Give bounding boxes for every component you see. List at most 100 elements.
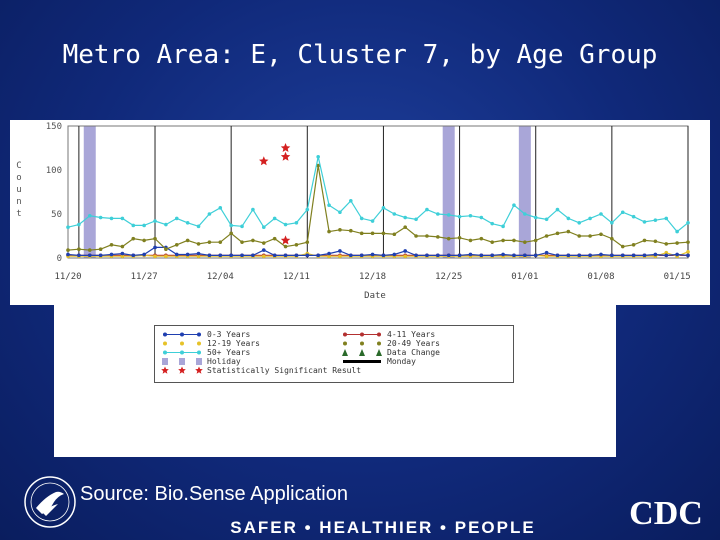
series-point (131, 236, 136, 241)
series-point (338, 210, 342, 215)
series-point (87, 213, 92, 218)
series-point (610, 253, 614, 258)
series-point (131, 223, 136, 228)
series-point (87, 248, 92, 252)
series-point (240, 224, 244, 229)
legend-item: 12-19 Years (161, 339, 331, 348)
legend-marker (197, 332, 201, 337)
series-point (468, 252, 473, 257)
legend-marker (163, 350, 167, 355)
legend-triangle (342, 349, 348, 356)
series-point (294, 221, 299, 225)
legend-item: Holiday (161, 357, 331, 366)
series-point (316, 253, 320, 258)
series-point (675, 241, 679, 245)
legend-triangle (359, 349, 365, 356)
x-tick-label: 01/01 (511, 272, 538, 282)
cdc-logo-text: CDC (629, 495, 703, 532)
significant-result-star (280, 151, 291, 161)
legend-swatch (161, 366, 203, 374)
series-point (349, 199, 353, 203)
series-point (218, 240, 223, 244)
series-point (403, 249, 407, 253)
series-point (642, 220, 647, 224)
series-point (185, 238, 190, 243)
series-point (566, 216, 571, 221)
legend-item: 50+ Years (161, 348, 331, 357)
series-point (109, 252, 114, 257)
significant-result-star (280, 143, 291, 152)
series-point (327, 254, 331, 259)
series-point (283, 253, 288, 258)
series-line (67, 246, 689, 257)
series-point (610, 236, 614, 241)
series-point (261, 225, 266, 229)
series-point (240, 240, 244, 244)
series-point (577, 234, 582, 238)
series-point (436, 235, 440, 239)
legend-marker (343, 332, 347, 337)
series-point (653, 239, 658, 244)
series-point (479, 253, 484, 258)
series-point (109, 216, 114, 221)
series-point (272, 216, 277, 221)
legend-swatch (162, 358, 202, 365)
series-point (164, 254, 168, 259)
legend-swatch (343, 341, 381, 346)
series-point (305, 240, 310, 244)
legend-panel: 0-3 Years 4-11 Years 12-19 Years 20-49 Year… (54, 305, 616, 457)
series-point (305, 207, 310, 212)
holiday-bar (83, 126, 96, 258)
legend-label: 50+ Years (207, 348, 251, 357)
series-point (381, 231, 386, 236)
legend-marker (180, 332, 184, 337)
series-point (77, 222, 81, 227)
y-axis-label-char: n (16, 197, 21, 207)
series-point (98, 215, 103, 220)
series-point (327, 251, 331, 256)
slide-title: Metro Area: E, Cluster 7, by Age Group (62, 40, 658, 70)
series-point (653, 252, 658, 257)
series-point (294, 243, 299, 247)
series-point (218, 206, 223, 210)
series-point (261, 248, 266, 252)
series-point (512, 238, 516, 243)
series-point (207, 240, 212, 244)
series-point (533, 253, 538, 258)
series-point (185, 221, 190, 225)
series-point (359, 253, 364, 258)
series-point (251, 207, 255, 212)
series-point (251, 238, 255, 243)
cdc-logo: CDC (628, 493, 704, 535)
plot-frame (67, 125, 689, 259)
legend-marker (197, 350, 201, 355)
series-point (153, 219, 157, 223)
legend-label: 12-19 Years (207, 339, 260, 348)
series-point (120, 251, 125, 256)
series-point (403, 254, 407, 259)
series-point (261, 241, 266, 245)
series-point (544, 250, 549, 255)
series-point (359, 216, 364, 221)
y-axis-label-char: u (16, 185, 21, 195)
series-point (240, 253, 244, 258)
series-point (153, 245, 157, 250)
series-point (414, 217, 418, 222)
series-point (544, 217, 549, 222)
hhs-eagle-logo (22, 474, 78, 530)
series-point (599, 212, 603, 216)
series-point (501, 238, 505, 243)
legend-marker (163, 341, 167, 346)
footer-slogan: SAFER • HEALTHIER • PEOPLE (230, 518, 536, 537)
series-point (120, 216, 125, 221)
series-point (66, 252, 70, 257)
series-point (457, 235, 462, 240)
series-point (664, 250, 669, 255)
series-point (468, 238, 473, 243)
series-point (305, 253, 310, 258)
series-point (555, 231, 560, 236)
series-point (207, 212, 212, 216)
series-point (446, 213, 451, 217)
series-point (370, 252, 375, 257)
y-tick-label: 0 (57, 254, 62, 264)
